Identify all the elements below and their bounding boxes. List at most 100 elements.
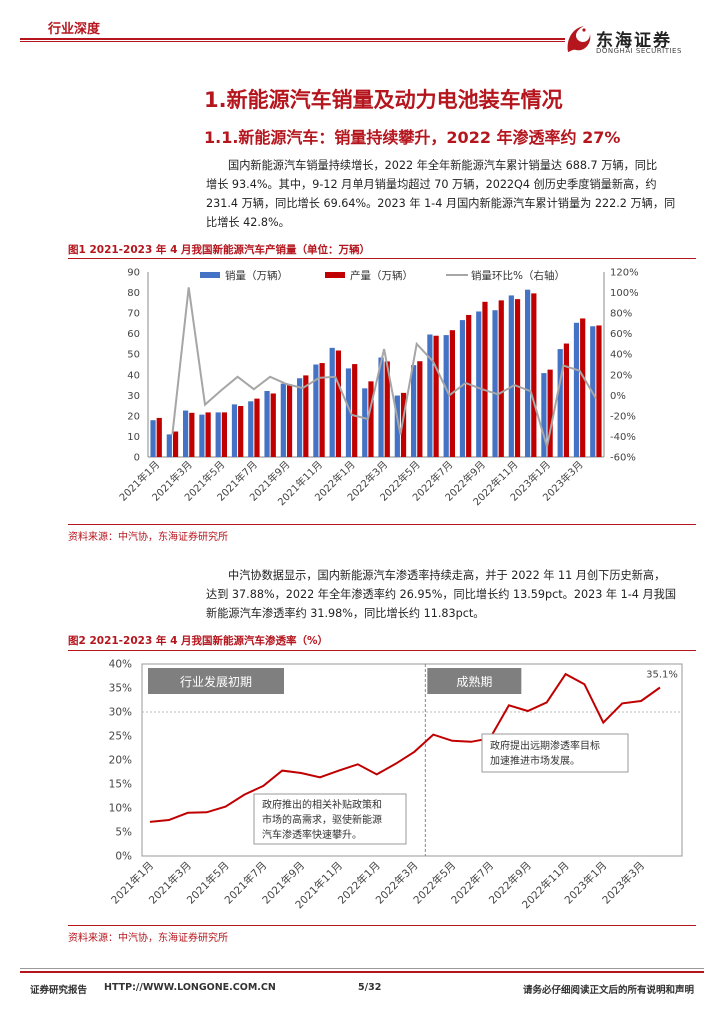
figure2-title: 图2 2021-2023 年 4 月我国新能源汽车渗透率（%） <box>68 635 329 647</box>
line-sales-mom <box>171 287 597 447</box>
right-tick-label: -20% <box>610 411 636 422</box>
paragraph-penetration: 中汽协数据显示，国内新能源汽车渗透率持续走高，并于 2022 年 11 月创下历… <box>206 566 691 623</box>
paragraph-line: 新能源汽车渗透率约 31.98%，同比增长约 11.83pct。 <box>206 607 485 620</box>
left-tick-label: 40 <box>127 370 140 381</box>
bar-production <box>531 293 537 457</box>
y-tick-label: 30% <box>109 707 132 719</box>
bar-production <box>270 393 276 457</box>
figure1-source: 资料来源：中汽协，东海证券研究所 <box>68 532 228 543</box>
paragraph-line: 增长 93.4%。其中，9-12 月单月销量均超过 70 万辆，2022Q4 创… <box>206 178 657 191</box>
right-tick-label: 100% <box>610 288 639 299</box>
bar-sales <box>378 357 384 457</box>
y-tick-label: 25% <box>109 731 132 743</box>
bar-production <box>189 412 195 457</box>
phase1-label: 行业发展初期 <box>180 674 252 689</box>
bar-production <box>368 381 374 457</box>
logo-english: DONGHAI SECURITIES <box>596 47 682 55</box>
bar-sales <box>492 310 498 457</box>
bar-production <box>254 398 260 457</box>
bar-sales <box>557 349 563 457</box>
chart-production-sales: 0 10 20 30 40 50 60 70 80 90 -60% -40% -20% 0% 20% 40% 6… <box>116 268 639 509</box>
annotation1-line: 市场的高需求，驱使新能源 <box>262 813 382 826</box>
phase2-box <box>427 668 522 694</box>
right-tick-label: 60% <box>610 329 632 340</box>
right-tick-label: 40% <box>610 350 632 361</box>
bar-sales <box>264 391 270 457</box>
dragon-logo-icon <box>567 26 591 52</box>
bar-sales <box>150 420 156 457</box>
left-tick-label: 0 <box>134 453 140 464</box>
legend-label: 产量（万辆） <box>350 269 413 282</box>
bar-sales <box>297 378 303 457</box>
left-tick-label: 20 <box>127 411 140 422</box>
bar-sales <box>329 347 335 457</box>
bar-production <box>417 361 423 457</box>
bar-sales <box>459 320 466 457</box>
header-rule <box>20 38 565 40</box>
left-tick-label: 10 <box>127 432 140 443</box>
annotation2-box <box>481 733 629 773</box>
paragraph-line: 比增长 42.8%。 <box>206 216 290 229</box>
bar-production <box>172 431 179 457</box>
left-tick-label: 80 <box>127 288 140 299</box>
bar-production <box>156 417 162 457</box>
footer-rule-thick <box>20 971 704 973</box>
bar-sales <box>199 414 205 457</box>
phase1-box <box>148 668 284 694</box>
section-tag: 行业深度 <box>48 22 101 37</box>
bar-production <box>319 363 325 457</box>
bar-sales <box>345 368 352 457</box>
right-tick-label: 120% <box>610 268 639 279</box>
footer-url[interactable]: HTTP://WWW.LONGONE.COM.CN <box>104 982 276 993</box>
y-tick-label: 10% <box>109 803 132 815</box>
bar-production <box>580 318 586 457</box>
bar-production <box>205 412 211 457</box>
figure2-source: 资料来源：中汽协，东海证券研究所 <box>68 933 228 944</box>
bar-sales <box>525 289 531 457</box>
bar-production <box>563 343 570 457</box>
bar-production <box>498 300 504 457</box>
subsection-heading: 1.1.新能源汽车：销量持续攀升，2022 年渗透率约 27% <box>204 128 621 147</box>
bar-production <box>547 369 553 457</box>
legend-label: 销量（万辆） <box>225 269 288 282</box>
bar-sales <box>362 388 368 457</box>
bar-sales <box>573 322 580 457</box>
right-tick-label: -60% <box>610 453 636 464</box>
bar-production <box>514 299 521 457</box>
bar-sales <box>508 295 514 457</box>
annotation1-line: 政府推出的相关补贴政策和 <box>262 798 382 811</box>
legend-swatch <box>325 272 345 278</box>
paragraph-line: 中汽协数据显示，国内新能源汽车渗透率持续走高，并于 2022 年 11 月创下历… <box>228 569 666 582</box>
plot-frame <box>141 663 683 857</box>
bar-production <box>400 392 407 457</box>
bar-sales <box>215 412 221 457</box>
bar-production <box>335 350 342 457</box>
bar-sales <box>427 334 433 457</box>
figure1-rule <box>68 258 696 259</box>
bar-sales <box>411 365 417 457</box>
bar-production <box>433 335 439 457</box>
bar-production <box>352 364 358 457</box>
annotation2-line: 政府提出远期渗透率目标 <box>490 739 600 752</box>
phase2-label: 成熟期 <box>456 674 492 689</box>
bar-sales <box>231 404 238 457</box>
left-tick-label: 90 <box>127 268 140 279</box>
right-tick-label: -40% <box>610 432 636 443</box>
y-tick-label: 5% <box>115 827 132 839</box>
footer-report-type: 证券研究报告 <box>30 985 88 996</box>
logo-chinese: 东海证券 <box>596 31 672 51</box>
bar-sales <box>166 434 172 457</box>
paragraph-line: 达到 37.88%，2022 年全年渗透率约 26.95%，同比增长约 13.5… <box>206 588 677 601</box>
right-tick-label: 0% <box>610 391 626 402</box>
footer-page-number: 5/32 <box>358 982 382 993</box>
y-tick-label: 0% <box>115 851 132 863</box>
bar-production <box>303 375 309 457</box>
y-tick-label: 35% <box>109 683 132 695</box>
figure2-bottom-rule <box>68 925 696 926</box>
left-tick-label: 60 <box>127 329 140 340</box>
bar-sales <box>183 410 189 457</box>
y-tick-label: 20% <box>109 755 132 767</box>
legend-swatch <box>200 272 220 278</box>
chart-penetration-rate: 0% 5% 10% 15% 20% 25% 30% 35% 40% 行业发展初期 成熟期 35.1% 政… <box>108 659 683 911</box>
paragraph-sales: 国内新能源汽车销量持续增长，2022 年全年新能源汽车累计销量达 688.7 万… <box>206 156 691 232</box>
